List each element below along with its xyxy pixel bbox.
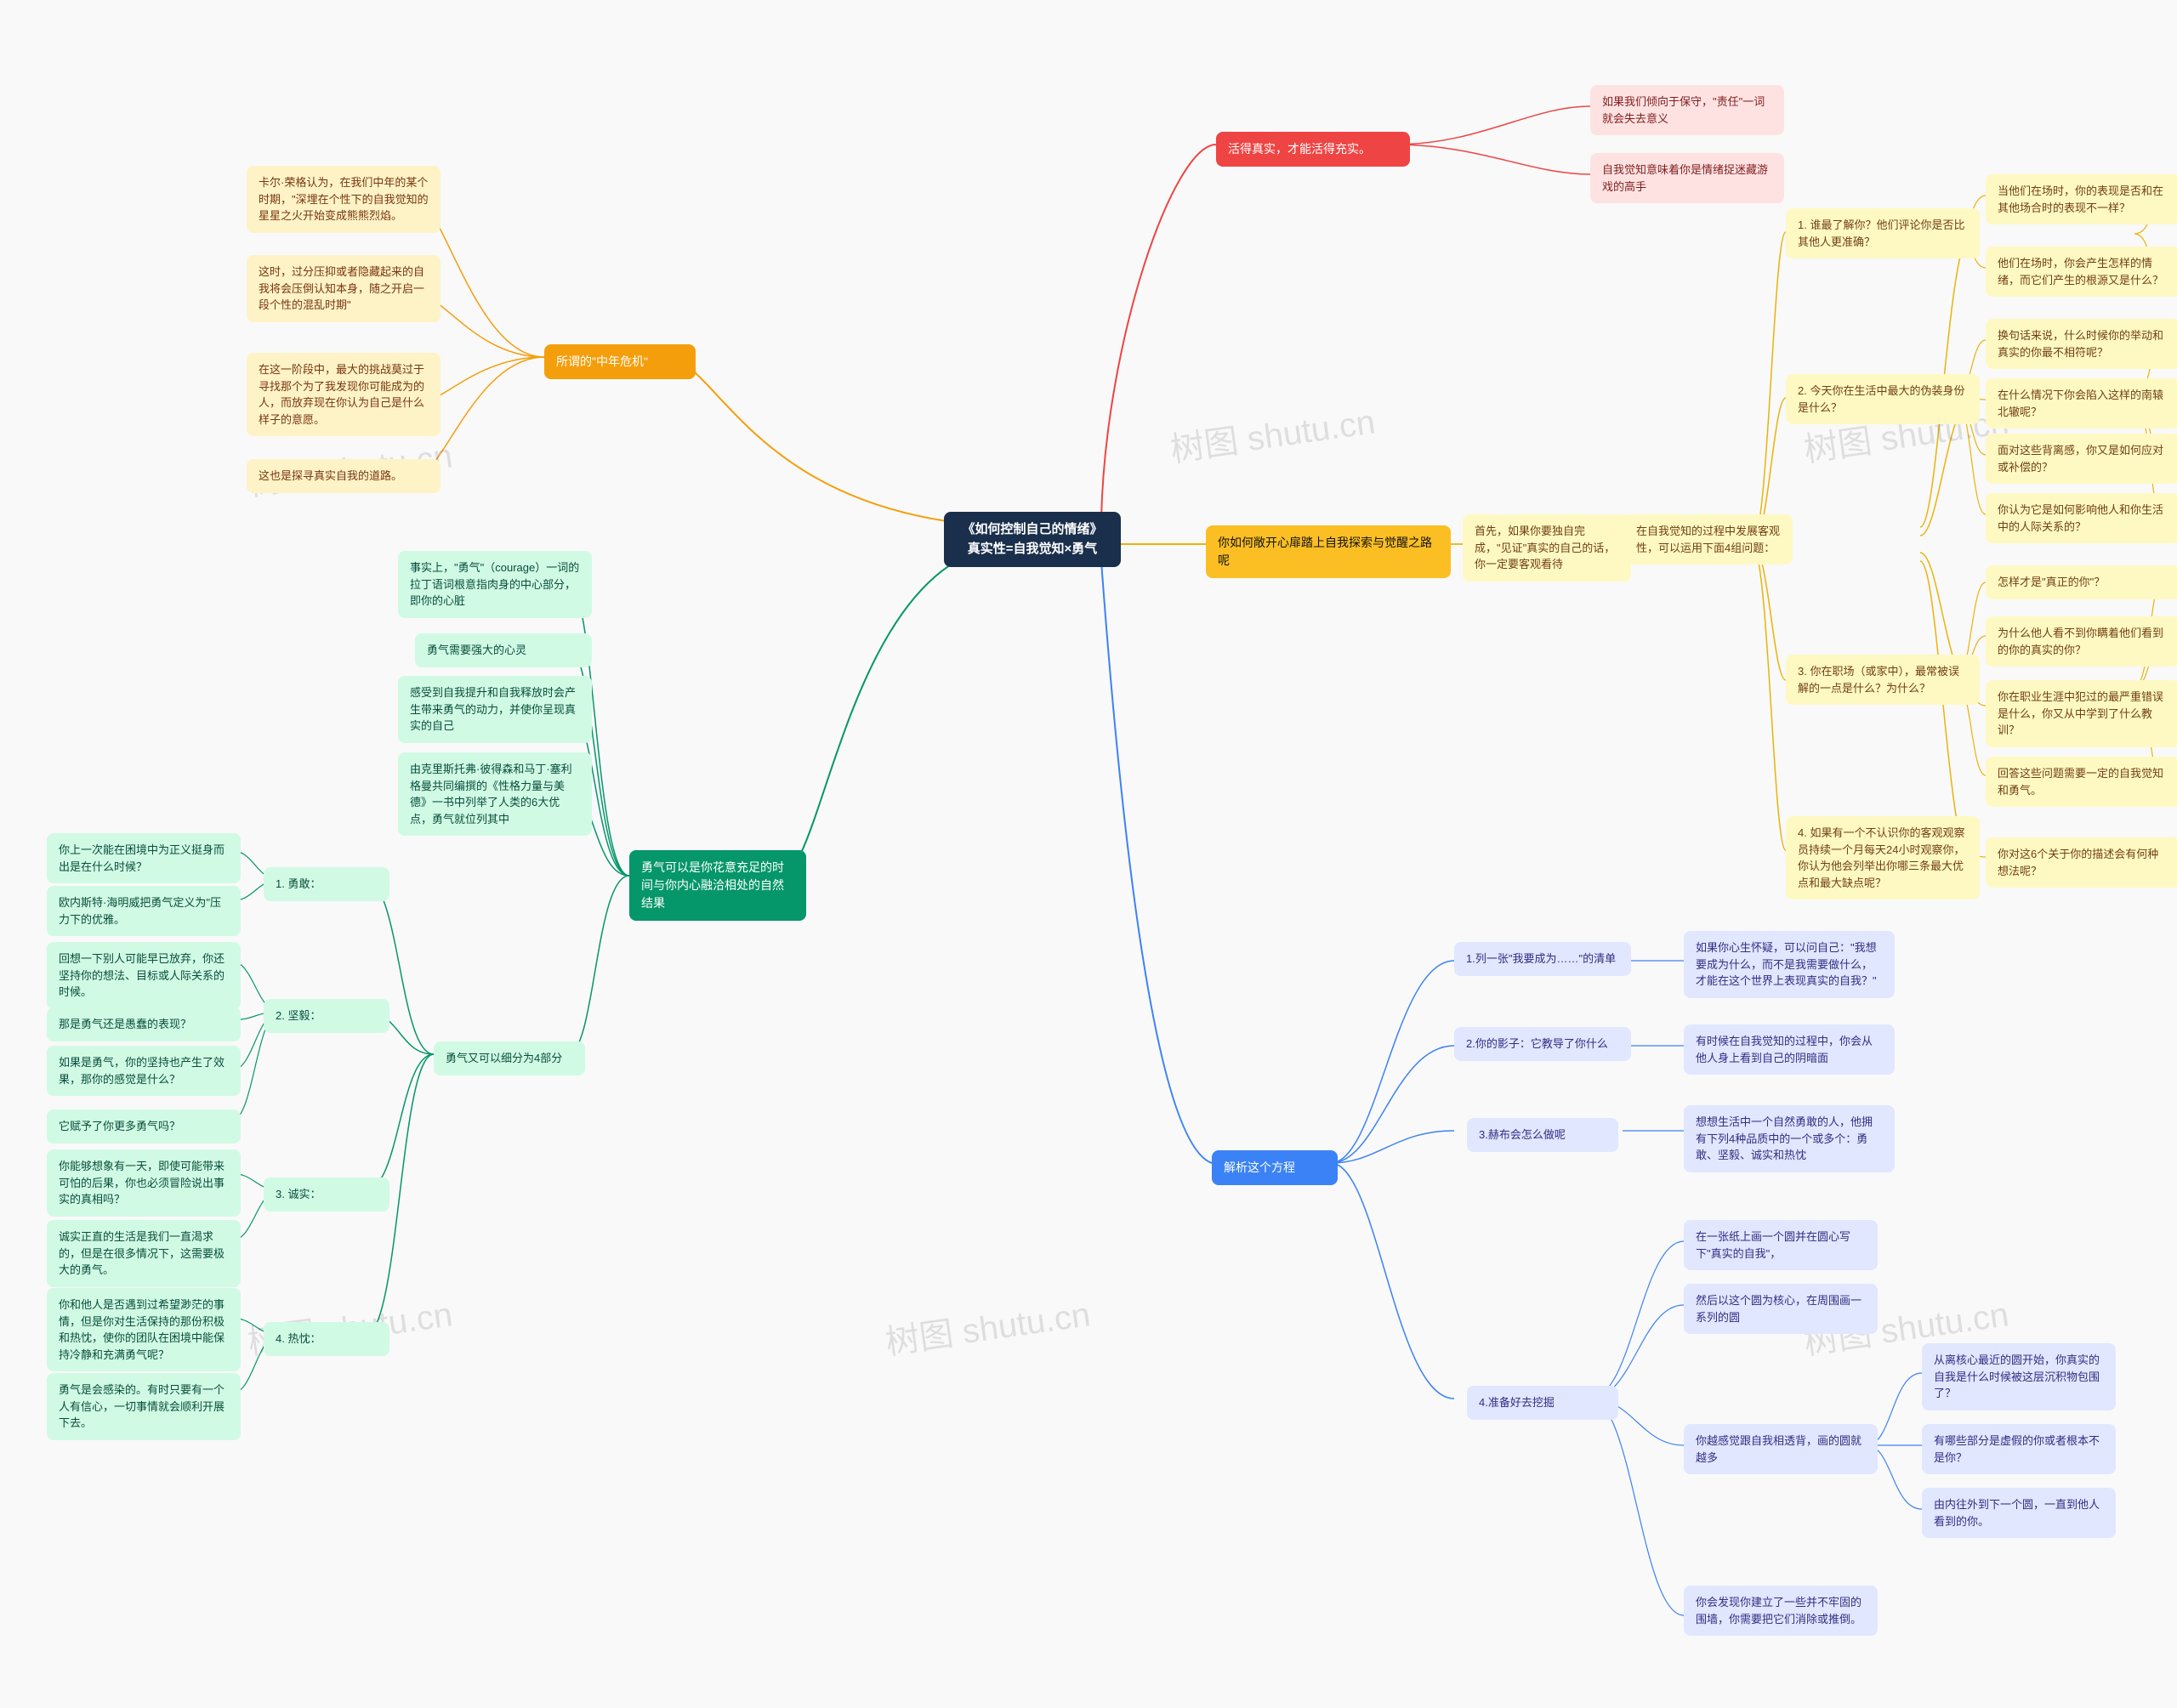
leaf: 你和他人是否遇到过希望渺茫的事情，但是你对生活保持的那份积极和热忱，使你的团队在…	[47, 1288, 241, 1371]
q2-label: 2. 今天你在生活中最大的伪装身份是什么？	[1786, 374, 1980, 424]
leaf: 面对这些背离感，你又是如何应对或补偿的？	[1986, 434, 2177, 484]
leaf: 诚实正直的生活是我们一直渴求的，但是在很多情况下，这需要极大的勇气。	[47, 1220, 241, 1287]
leaf: 勇气需要强大的心灵	[415, 633, 592, 667]
leaf: 回答这些问题需要一定的自我觉知和勇气。	[1986, 757, 2177, 807]
b2: 2.你的影子：它教导了你什么	[1454, 1027, 1631, 1061]
g1: 1. 勇敢：	[264, 867, 389, 901]
leaf: 换句话来说，什么时候你的举动和真实的你最不相符呢？	[1986, 319, 2177, 369]
leaf: 你能够想象有一天，即使可能带来可怕的后果，你也必须冒险说出事实的真相吗？	[47, 1149, 241, 1217]
leaf: 卡尔·荣格认为，在我们中年的某个时期，"深埋在个性下的自我觉知的星星之火开始变成…	[247, 166, 441, 233]
leaf: 你会发现你建立了一些并不牢固的围墙，你需要把它们消除或推倒。	[1684, 1586, 1878, 1636]
leaf: 为什么他人看不到你瞒着他们看到的你的真实的你？	[1986, 616, 2177, 667]
leaf: 由克里斯托弗·彼得森和马丁·塞利格曼共同编撰的《性格力量与美德》一书中列举了人类…	[398, 752, 592, 836]
leaf: 怎样才是"真正的你"？	[1986, 565, 2177, 599]
leaf: 当他们在场时，你的表现是否和在其他场合时的表现不一样？	[1986, 174, 2177, 224]
leaf: 你上一次能在困境中为正义挺身而出是在什么时候？	[47, 833, 241, 883]
leaf: 你认为它是如何影响他人和你生活中的人际关系的？	[1986, 493, 2177, 543]
leaf: 那是勇气还是愚蠢的表现？	[47, 1007, 241, 1041]
branch-green[interactable]: 勇气可以是你花意充足的时间与你内心融洽相处的自然结果	[629, 850, 806, 921]
g4: 4. 热忱：	[264, 1322, 389, 1356]
leaf: 想想生活中一个自然勇敢的人，他拥有下列4种品质中的一个或多个：勇敢、坚毅、诚实和…	[1684, 1105, 1895, 1172]
leaf: 然后以这个圆为核心，在周围画一系列的圆	[1684, 1284, 1878, 1334]
leaf: 由内往外到下一个圆，一直到他人看到的你。	[1922, 1488, 2116, 1538]
b4-sub: 你越感觉跟自我相透背，画的圆就越多	[1684, 1424, 1878, 1474]
branch-blue[interactable]: 解析这个方程	[1212, 1150, 1338, 1185]
leaf: 自我觉知意味着你是情绪捉迷藏游戏的高手	[1590, 153, 1784, 203]
leaf: 回想一下别人可能早已放弃，你还坚持你的想法、目标或人际关系的时候。	[47, 942, 241, 1009]
branch-yellow[interactable]: 你如何敞开心扉踏上自我探索与觉醒之路呢	[1206, 525, 1451, 578]
q3-label: 3. 你在职场（或家中），最常被误解的一点是什么？为什么？	[1786, 655, 1980, 705]
leaf: 有哪些部分是虚假的你或者根本不是你？	[1922, 1424, 2116, 1474]
q4-label: 4. 如果有一个不认识你的客观观察员持续一个月每天24小时观察你，你认为他会列举…	[1786, 816, 1980, 899]
branch-orange[interactable]: 所谓的"中年危机"	[544, 344, 696, 379]
b4: 4.准备好去挖掘	[1467, 1386, 1618, 1420]
leaf: 你对这6个关于你的描述会有何种想法呢？	[1986, 837, 2177, 888]
b3: 3.赫布会怎么做呢	[1467, 1118, 1618, 1152]
leaf: 有时候在自我觉知的过程中，你会从他人身上看到自己的阴暗面	[1684, 1024, 1895, 1075]
watermark: 树图 shutu.cn	[1167, 394, 1378, 471]
green-sub: 勇气又可以细分为4部分	[434, 1041, 585, 1075]
watermark: 树图 shutu.cn	[882, 1286, 1093, 1364]
leaf: 他们在场时，你会产生怎样的情绪，而它们产生的根源又是什么？	[1986, 247, 2177, 297]
branch-red[interactable]: 活得真实，才能活得充实。	[1216, 132, 1410, 167]
leaf: 你在职业生涯中犯过的最严重错误是什么，你又从中学到了什么教训？	[1986, 680, 2177, 747]
leaf: 如果你心生怀疑，可以问自己："我想要成为什么，而不是我需要做什么，才能在这个世界…	[1684, 931, 1895, 998]
leaf: 感受到自我提升和自我释放时会产生带来勇气的动力，并使你呈现真实的自己	[398, 676, 592, 743]
leaf: 它赋予了你更多勇气吗？	[47, 1109, 241, 1143]
root-node[interactable]: 《如何控制自己的情绪》 真实性=自我觉知×勇气	[944, 512, 1121, 567]
q1-label: 1. 谁最了解你？他们评论你是否比其他人更准确？	[1786, 208, 1980, 258]
leaf: 如果我们倾向于保守，"责任"一词就会失去意义	[1590, 85, 1784, 135]
leaf: 在这一阶段中，最大的挑战莫过于寻找那个为了我发现你可能成为的人，而放弃现在你认为…	[247, 353, 441, 436]
leaf: 在一张纸上画一个圆并在圆心写下"真实的自我"，	[1684, 1220, 1878, 1270]
leaf: 在自我觉知的过程中发展客观性，可以运用下面4组问题：	[1624, 514, 1793, 565]
leaf: 这也是探寻真实自我的道路。	[247, 459, 441, 493]
leaf: 勇气是会感染的。有时只要有一个人有信心，一切事情就会顺利开展下去。	[47, 1373, 241, 1440]
g3: 3. 诚实：	[264, 1177, 389, 1211]
leaf: 这时，过分压抑或者隐藏起来的自我将会压倒认知本身，随之开启一段个性的混乱时期"	[247, 255, 441, 322]
leaf: 在什么情况下你会陷入这样的南辕北辙呢？	[1986, 378, 2177, 428]
leaf: 首先，如果你要独自完成，"见证"真实的自己的话，你一定要客观看待	[1463, 514, 1631, 582]
leaf: 如果是勇气，你的坚持也产生了效果，那你的感觉是什么？	[47, 1046, 241, 1096]
b1: 1.列一张"我要成为……"的清单	[1454, 942, 1631, 976]
leaf: 从离核心最近的圆开始，你真实的自我是什么时候被这层沉积物包围了？	[1922, 1343, 2116, 1410]
leaf: 事实上，"勇气"（courage）一词的拉丁语词根意指肉身的中心部分，即你的心脏	[398, 551, 592, 618]
g2: 2. 坚毅：	[264, 999, 389, 1033]
leaf: 欧内斯特·海明威把勇气定义为"压力下的优雅。	[47, 886, 241, 936]
